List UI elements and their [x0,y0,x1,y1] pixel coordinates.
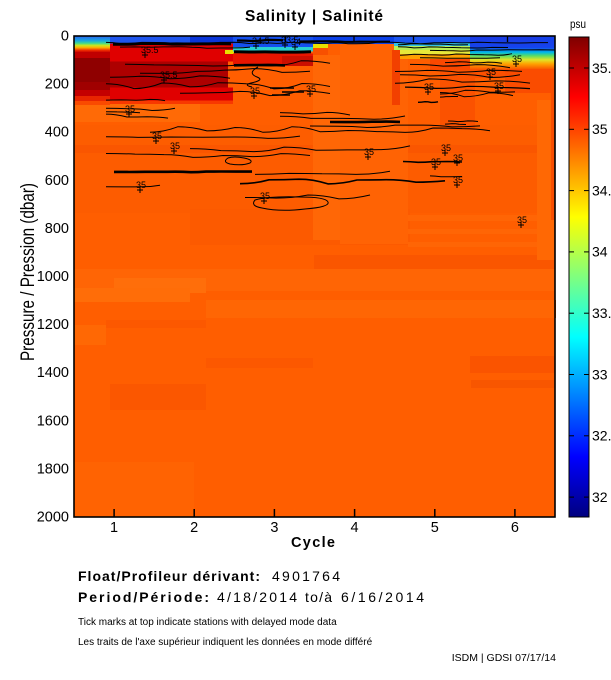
svg-text:32: 32 [592,489,608,505]
svg-text:1: 1 [110,520,118,536]
svg-text:Tick marks at top indicate sta: Tick marks at top indicate stations with… [78,617,337,628]
svg-text:35: 35 [453,175,463,185]
svg-text:34: 34 [291,37,301,47]
svg-text:0: 0 [61,29,69,45]
svg-text:35: 35 [486,67,496,77]
svg-text:35: 35 [441,143,451,153]
svg-text:34.5: 34.5 [252,36,270,46]
svg-text:2000: 2000 [37,510,69,526]
svg-text:to/à: to/à [305,589,332,605]
svg-text:200: 200 [45,77,69,93]
svg-text:35: 35 [170,141,180,151]
svg-text:35: 35 [431,157,441,167]
svg-text:Les traits de l'axe supérieur: Les traits de l'axe supérieur indiquent … [78,637,373,648]
svg-text:psu: psu [570,17,586,31]
svg-text:34.5: 34.5 [592,182,611,198]
svg-text:Float/Profileur dérivant:: Float/Profileur dérivant: [78,568,260,584]
svg-text:2: 2 [190,520,198,536]
svg-text:35: 35 [424,82,434,92]
svg-text:33.5: 33.5 [281,35,299,45]
svg-text:35: 35 [306,84,316,94]
svg-text:35: 35 [152,131,162,141]
svg-text:1200: 1200 [37,317,69,333]
svg-text:1000: 1000 [37,269,69,285]
svg-text:35.5: 35.5 [592,60,611,76]
svg-text:1800: 1800 [37,461,69,477]
svg-text:35: 35 [136,180,146,190]
svg-text:33: 33 [592,366,608,382]
svg-text:800: 800 [45,221,69,237]
svg-text:35: 35 [592,121,608,137]
svg-text:1600: 1600 [37,413,69,429]
svg-text:4901764: 4901764 [272,568,340,584]
svg-text:6: 6 [511,520,519,536]
svg-text:Cycle: Cycle [291,535,335,551]
svg-text:4: 4 [351,520,359,536]
svg-text:35.5: 35.5 [160,70,178,80]
svg-text:35: 35 [260,191,270,201]
svg-text:Salinity | Salinité: Salinity | Salinité [245,8,383,25]
svg-text:35: 35 [517,215,527,225]
svg-text:35: 35 [364,147,374,157]
svg-text:35: 35 [512,54,522,64]
svg-text:600: 600 [45,173,69,189]
svg-text:35: 35 [250,86,260,96]
svg-text:35.5: 35.5 [141,45,159,55]
svg-text:34: 34 [592,244,608,260]
svg-text:5: 5 [431,520,439,536]
svg-text:35: 35 [125,104,135,114]
svg-text:32.5: 32.5 [592,428,611,444]
svg-text:Pressure / Pression (dbar): Pressure / Pression (dbar) [17,183,39,361]
svg-text:3: 3 [270,520,278,536]
svg-text:ISDM | GDSI 07/17/14: ISDM | GDSI 07/17/14 [452,652,556,664]
svg-text:400: 400 [45,125,69,141]
svg-text:1400: 1400 [37,365,69,381]
svg-text:33.5: 33.5 [592,305,611,321]
svg-text:35: 35 [453,153,463,163]
svg-text:35: 35 [494,81,504,91]
